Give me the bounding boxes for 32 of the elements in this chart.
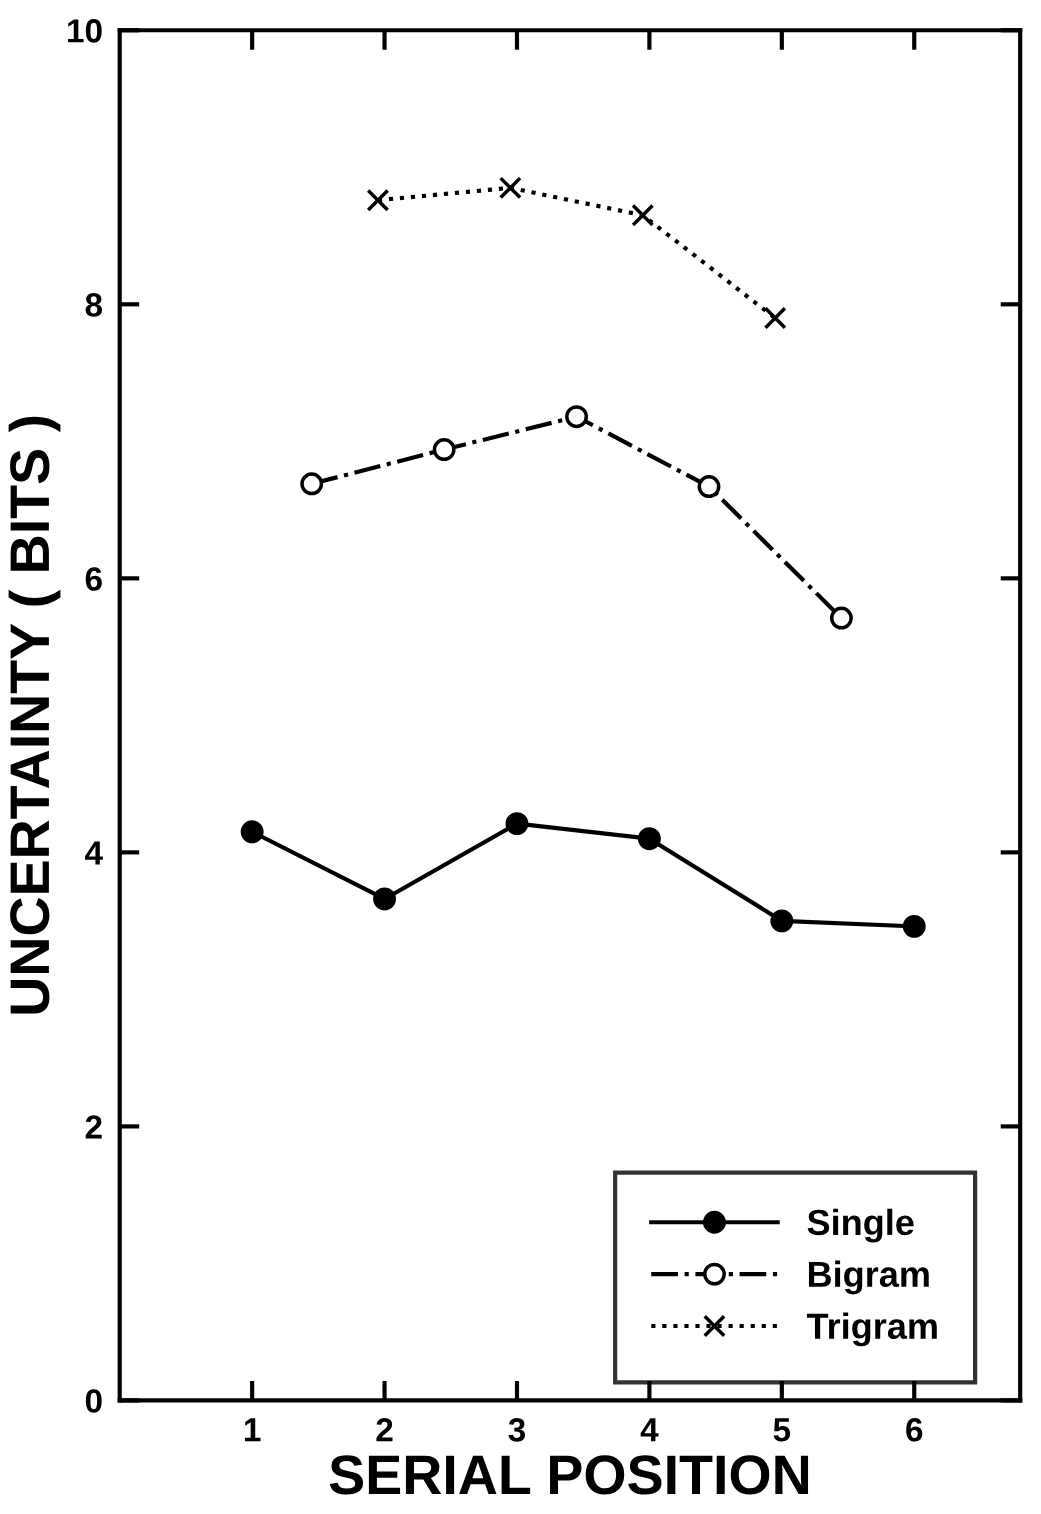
y-tick-label: 2 xyxy=(85,1115,102,1139)
y-tick-label: 4 xyxy=(85,841,103,865)
point xyxy=(498,176,522,200)
y-tick-label: 8 xyxy=(85,293,103,317)
point xyxy=(631,203,655,227)
point xyxy=(697,475,721,499)
point xyxy=(902,914,926,938)
x-tick-label: 5 xyxy=(773,1418,791,1442)
y-tick-label: 10 xyxy=(68,19,102,43)
point xyxy=(240,820,264,844)
point xyxy=(432,438,456,462)
y-axis-title: UNCERTAINTY ( BITS ) xyxy=(8,416,61,1014)
point xyxy=(829,606,853,630)
y-tick-label: 0 xyxy=(85,1389,102,1413)
point xyxy=(373,887,397,911)
legend-label: Trigram xyxy=(806,1312,937,1347)
point xyxy=(770,909,794,933)
x-tick-label: 1 xyxy=(244,1418,261,1442)
x-axis-title: SERIAL POSITION xyxy=(329,1455,809,1495)
point xyxy=(366,188,390,212)
x-tick-label: 6 xyxy=(906,1418,923,1442)
point xyxy=(565,405,589,429)
legend-label: Bigram xyxy=(808,1260,929,1295)
point xyxy=(763,306,787,330)
point xyxy=(300,472,324,496)
x-tick-label: 2 xyxy=(376,1418,393,1442)
x-tick-label: 4 xyxy=(640,1418,659,1442)
x-tick-label: 3 xyxy=(508,1418,526,1442)
y-tick-label: 6 xyxy=(85,567,102,591)
legend-label: Single xyxy=(807,1208,914,1243)
point xyxy=(505,812,529,836)
point xyxy=(637,827,661,851)
